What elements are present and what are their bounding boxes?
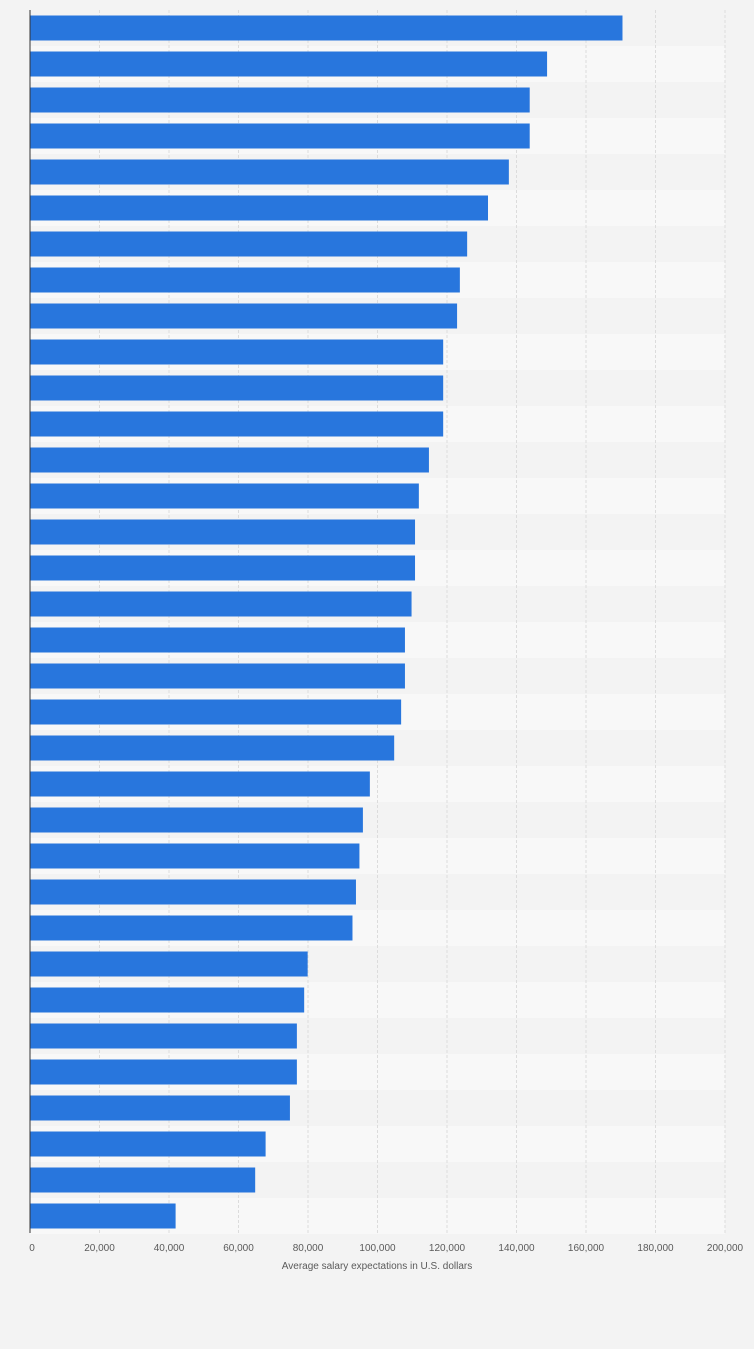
bar bbox=[30, 1167, 256, 1193]
x-tick-label: 100,000 bbox=[359, 1243, 396, 1254]
bar bbox=[30, 663, 405, 689]
bar bbox=[30, 1095, 290, 1121]
bar bbox=[30, 1131, 266, 1157]
bar bbox=[30, 699, 402, 725]
bars bbox=[30, 15, 623, 1229]
bar bbox=[30, 195, 489, 221]
bar bbox=[30, 483, 419, 509]
bar bbox=[30, 627, 405, 653]
bar bbox=[30, 159, 509, 185]
x-tick-label: 120,000 bbox=[429, 1243, 466, 1254]
bar bbox=[30, 303, 458, 329]
bar bbox=[30, 267, 460, 293]
bar bbox=[30, 843, 360, 869]
bar bbox=[30, 123, 530, 149]
bar bbox=[30, 51, 548, 77]
bar bbox=[30, 555, 416, 581]
x-tick-label: 200,000 bbox=[707, 1243, 744, 1254]
x-tick-label: 20,000 bbox=[84, 1243, 115, 1254]
bar bbox=[30, 1203, 176, 1229]
bar bbox=[30, 519, 416, 545]
x-tick-label: 80,000 bbox=[293, 1243, 324, 1254]
bar bbox=[30, 987, 305, 1013]
x-tick-label: 60,000 bbox=[223, 1243, 254, 1254]
bar bbox=[30, 591, 412, 617]
bar bbox=[30, 807, 363, 833]
bar bbox=[30, 771, 370, 797]
x-tick-labels: 0 20,000 40,000 60,000 80,000 100,000 120,000 1… bbox=[29, 1243, 743, 1254]
bar bbox=[30, 1023, 297, 1049]
bar bbox=[30, 15, 623, 41]
x-tick-label: 40,000 bbox=[154, 1243, 185, 1254]
bar bbox=[30, 1059, 297, 1085]
bar bbox=[30, 87, 530, 113]
bar bbox=[30, 231, 468, 257]
x-tick-label: 180,000 bbox=[637, 1243, 674, 1254]
x-tick-label: 140,000 bbox=[498, 1243, 535, 1254]
bar bbox=[30, 339, 444, 365]
bar bbox=[30, 447, 429, 473]
x-axis-title: Average salary expectations in U.S. doll… bbox=[282, 1261, 472, 1272]
bar bbox=[30, 879, 356, 905]
bar bbox=[30, 411, 444, 437]
bar bbox=[30, 735, 395, 761]
bar bbox=[30, 915, 353, 941]
bar bbox=[30, 951, 308, 977]
x-tick-label: 160,000 bbox=[568, 1243, 605, 1254]
x-tick-label: 0 bbox=[29, 1243, 35, 1254]
bar bbox=[30, 375, 444, 401]
